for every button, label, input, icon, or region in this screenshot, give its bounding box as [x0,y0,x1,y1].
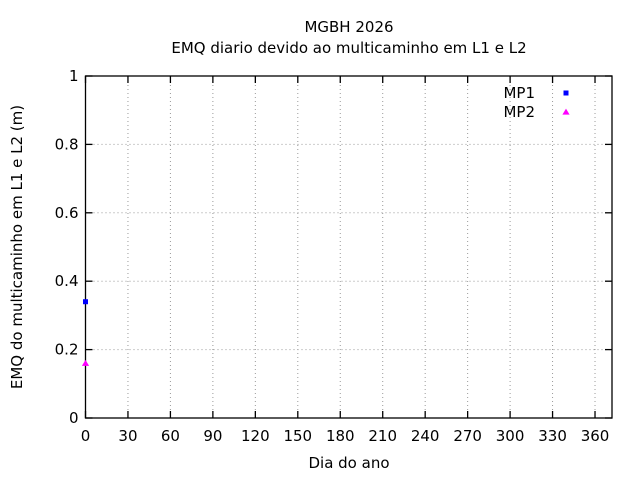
data-point-mp2 [81,359,90,366]
legend-label-mp1: MP1 [503,84,535,102]
x-tick-label: 360 [581,427,610,445]
y-tick-label: 0.8 [55,135,79,153]
x-tick-label: 0 [81,427,91,445]
legend-label-mp2: MP2 [503,103,535,121]
y-tick-label: 0.2 [55,341,79,359]
y-tick-label: 1 [69,67,79,85]
x-tick-label: 120 [241,427,270,445]
chart-subtitle: EMQ diario devido ao multicaminho em L1 … [171,39,527,57]
chart-title: MGBH 2026 [304,18,394,36]
legend-marker-mp2 [562,108,570,115]
x-axis-label: Dia do ano [308,454,390,472]
x-tick-label: 60 [161,427,180,445]
y-tick-label: 0.4 [55,272,79,290]
plot-border [84,75,613,419]
x-tick-label: 270 [453,427,482,445]
legend-marker-mp1 [563,90,569,96]
x-tick-label: 300 [496,427,525,445]
y-tick-label: 0 [69,409,79,427]
x-tick-label: 180 [326,427,355,445]
x-tick-label: 30 [118,427,137,445]
y-tick-label: 0.6 [55,204,79,222]
x-tick-label: 150 [283,427,312,445]
x-tick-label: 240 [411,427,440,445]
x-tick-label: 330 [538,427,567,445]
x-tick-label: 210 [368,427,397,445]
x-tick-label: 90 [203,427,222,445]
data-point-mp1 [83,299,88,305]
